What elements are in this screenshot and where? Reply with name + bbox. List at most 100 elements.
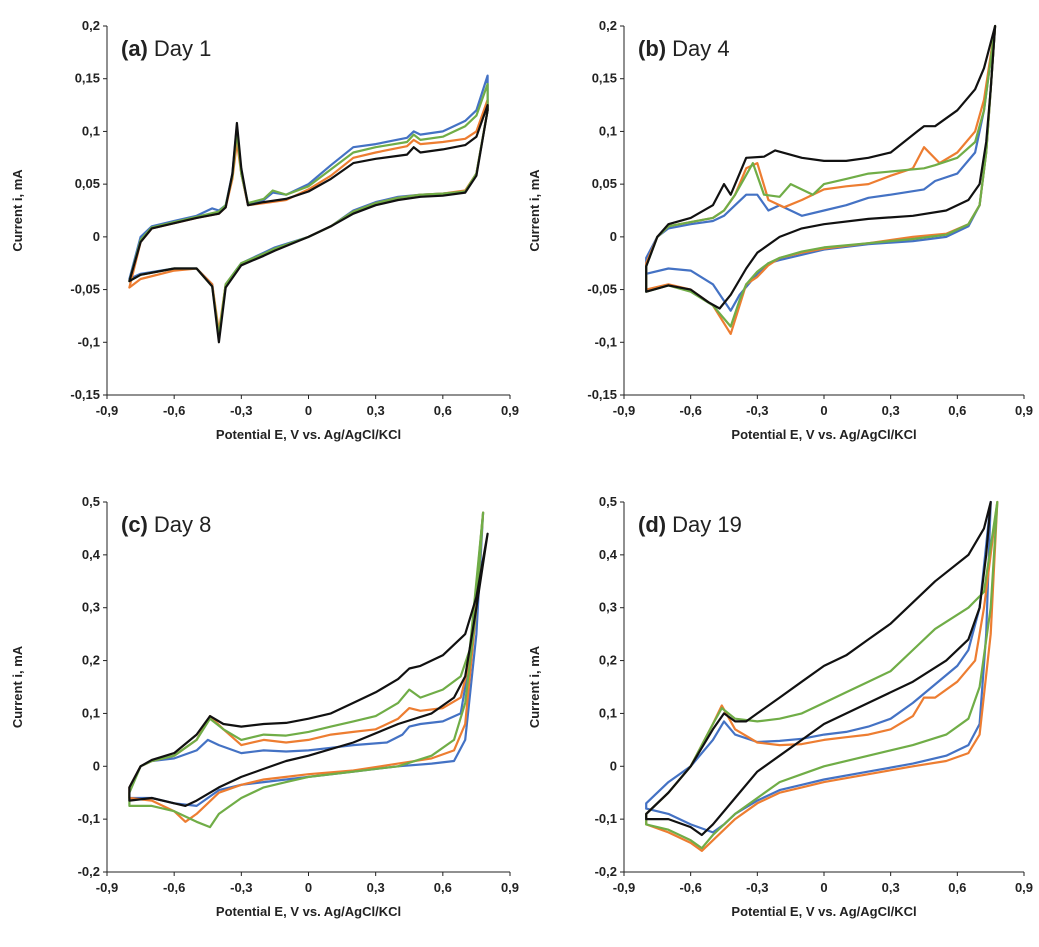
x-tick-label: 0	[820, 880, 827, 895]
y-tick-label: 0,3	[599, 600, 617, 615]
y-tick-label: 0	[610, 229, 617, 244]
y-tick-label: -0,05	[587, 282, 617, 297]
cv-curve-series-3	[645, 500, 999, 850]
y-tick-label: -0,1	[78, 811, 100, 826]
x-tick-label: 0,6	[948, 880, 966, 895]
y-tick-label: 0	[93, 229, 100, 244]
x-tick-label: -0,9	[613, 403, 635, 418]
x-tick-label: -0,3	[746, 880, 768, 895]
x-tick-label: 0,6	[948, 403, 966, 418]
x-tick-label: -0,3	[230, 403, 252, 418]
cv-curve-series-2	[645, 24, 997, 335]
cv-curve-series-4	[128, 104, 489, 344]
y-tick-label: 0,15	[592, 71, 617, 86]
y-axis-title: Current i, mA	[527, 645, 542, 728]
y-tick-label: 0,2	[82, 18, 100, 33]
x-tick-label: 0,9	[1015, 403, 1033, 418]
x-tick-label: 0,6	[434, 403, 452, 418]
panel-letter: (c)	[121, 512, 148, 537]
cv-curve-series-3	[128, 82, 489, 338]
cv-curve-series-4	[128, 532, 489, 807]
cv-curve-series-1	[645, 24, 997, 312]
x-tick-label: -0,9	[96, 403, 118, 418]
panel-title: (b) Day 4	[638, 36, 730, 61]
y-tick-label: 0,2	[599, 653, 617, 668]
x-tick-label: 0,3	[882, 403, 900, 418]
x-tick-label: 0,3	[367, 880, 385, 895]
y-tick-label: 0,1	[82, 123, 100, 138]
x-tick-label: -0,3	[746, 403, 768, 418]
y-tick-label: -0,15	[70, 387, 100, 402]
y-tick-label: -0,2	[78, 864, 100, 879]
panel-letter: (a)	[121, 36, 148, 61]
y-tick-label: 0,3	[82, 600, 100, 615]
x-tick-label: 0	[305, 880, 312, 895]
cv-curve-series-3	[128, 511, 485, 829]
y-tick-label: 0,2	[599, 18, 617, 33]
x-axis-title: Potential E, V vs. Ag/AgCl/KCl	[731, 904, 916, 919]
y-tick-label: 0,05	[75, 176, 100, 191]
y-axis-title: Current i, mA	[527, 169, 542, 252]
y-tick-label: -0,1	[595, 334, 617, 349]
panel-title: (a) Day 1	[121, 36, 211, 61]
panel-title: (d) Day 19	[638, 512, 742, 537]
y-tick-label: 0,1	[599, 705, 617, 720]
y-tick-label: 0	[610, 758, 617, 773]
cv-curve-series-2	[128, 511, 485, 823]
panel-day: Day 1	[154, 36, 211, 61]
x-tick-label: 0,9	[501, 880, 519, 895]
x-tick-label: -0,6	[163, 403, 185, 418]
cv-curve-series-1	[128, 74, 489, 339]
panel-letter: (b)	[638, 36, 666, 61]
x-tick-label: -0,9	[613, 880, 635, 895]
cv-curve-series-1	[128, 511, 485, 807]
x-axis-title: Potential E, V vs. Ag/AgCl/KCl	[216, 427, 401, 442]
panel-day: Day 19	[672, 512, 742, 537]
y-tick-label: 0,5	[82, 494, 100, 509]
panel-day: Day 8	[154, 512, 211, 537]
cv-curve-series-2	[128, 98, 489, 333]
y-tick-label: 0,2	[82, 653, 100, 668]
y-tick-label: 0,15	[75, 71, 100, 86]
x-tick-label: 0,3	[367, 403, 385, 418]
y-tick-label: 0,4	[82, 547, 101, 562]
y-tick-label: 0,1	[82, 705, 100, 720]
x-tick-label: -0,6	[163, 880, 185, 895]
cv-curve-series-3	[645, 24, 997, 328]
panel-b: -0,15 -0,1 -0,05 0 0,05 0,1 0,15 0,2 -0,9 -0,6 -0,…	[527, 18, 1033, 442]
y-tick-label: 0,05	[592, 176, 617, 191]
x-tick-label: 0,9	[1015, 880, 1033, 895]
panel-day: Day 4	[672, 36, 729, 61]
y-tick-label: -0,15	[587, 387, 617, 402]
y-tick-label: -0,1	[78, 334, 100, 349]
x-tick-label: 0,9	[501, 403, 519, 418]
y-tick-label: 0,1	[599, 123, 617, 138]
panel-title: (c) Day 8	[121, 512, 211, 537]
panel-c: -0,2 -0,1 0 0,1 0,2 0,3 0,4 0,5 -0,9 -0,6 -0,3 0 0,3…	[10, 494, 519, 919]
y-tick-label: 0,5	[599, 494, 617, 509]
x-axis-title: Potential E, V vs. Ag/AgCl/KCl	[216, 904, 401, 919]
x-axis-title: Potential E, V vs. Ag/AgCl/KCl	[731, 427, 916, 442]
panel-a: -0,15 -0,1 -0,05 0 0,05 0,1 0,15 0,2 -0,9 -0,6 -0,…	[10, 18, 519, 442]
panel-letter: (d)	[638, 512, 666, 537]
y-tick-label: 0	[93, 758, 100, 773]
x-tick-label: -0,6	[679, 403, 701, 418]
x-tick-label: 0	[305, 403, 312, 418]
x-tick-label: 0,3	[882, 880, 900, 895]
y-tick-label: 0,4	[599, 547, 618, 562]
y-tick-label: -0,1	[595, 811, 617, 826]
cv-curve-series-4	[645, 24, 997, 310]
y-axis-title: Current i, mA	[10, 169, 25, 252]
cv-curve-series-1	[645, 500, 992, 834]
y-tick-label: -0,2	[595, 864, 617, 879]
cv-curve-series-4	[645, 500, 992, 837]
x-tick-label: 0,6	[434, 880, 452, 895]
y-tick-label: -0,05	[70, 282, 100, 297]
y-axis-title: Current i, mA	[10, 645, 25, 728]
x-tick-label: -0,3	[230, 880, 252, 895]
x-tick-label: -0,6	[679, 880, 701, 895]
x-tick-label: -0,9	[96, 880, 118, 895]
panel-d: -0,2 -0,1 0 0,1 0,2 0,3 0,4 0,5 -0,9 -0,6 -0,3 0 0,3…	[527, 494, 1033, 919]
x-tick-label: 0	[820, 403, 827, 418]
